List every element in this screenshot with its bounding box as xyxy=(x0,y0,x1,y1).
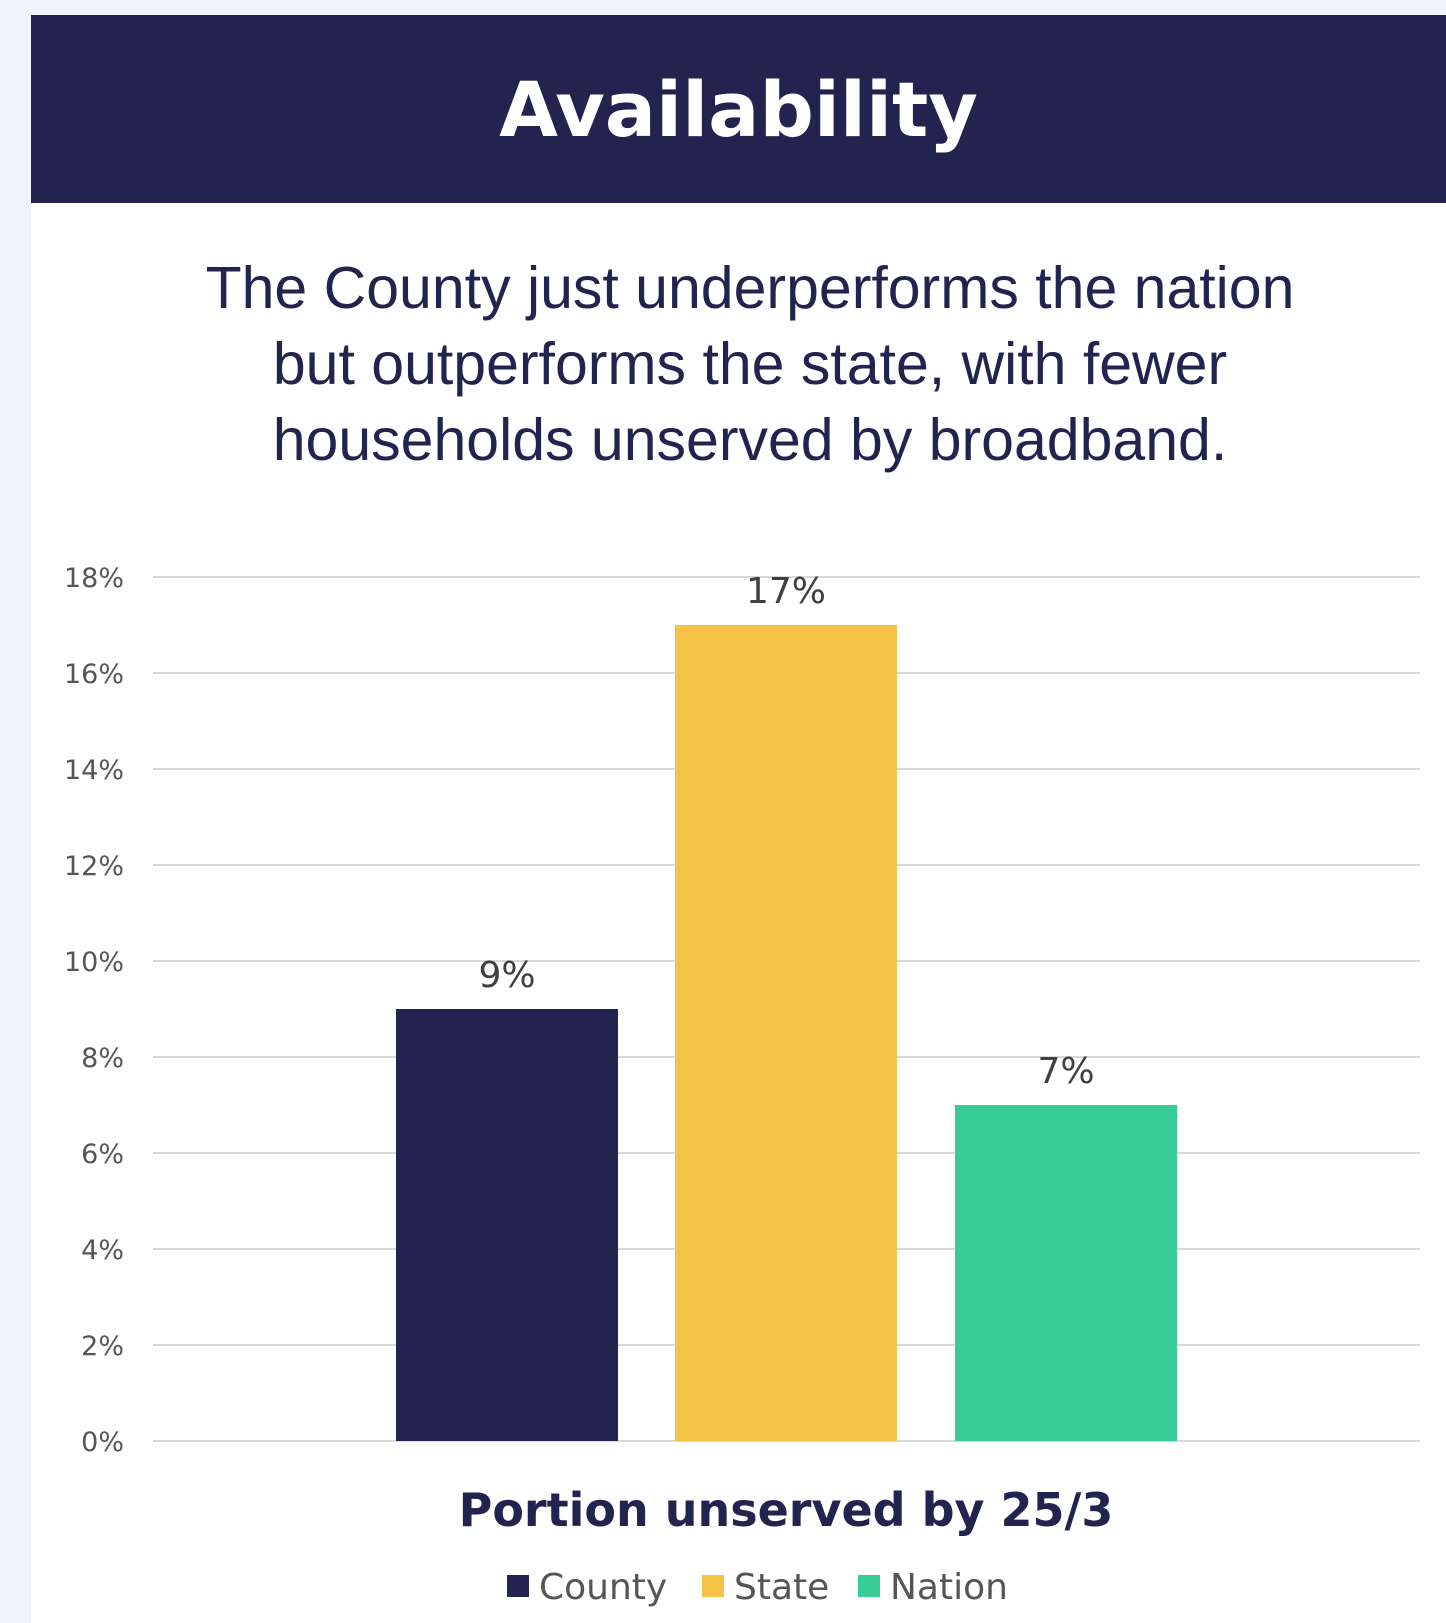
x-axis-title: Portion unserved by 25/3 xyxy=(459,1483,1114,1537)
legend-swatch-county xyxy=(507,1575,529,1597)
data-label-state: 17% xyxy=(746,571,826,612)
y-tick-label-12: 12% xyxy=(64,851,124,882)
legend-swatch-state xyxy=(702,1575,724,1597)
y-tick-label-18: 18% xyxy=(64,563,124,594)
legend-label-nation: Nation xyxy=(890,1567,1008,1608)
y-tick-label-8: 8% xyxy=(81,1043,124,1074)
y-tick-label-16: 16% xyxy=(64,659,124,690)
page-title: Availability xyxy=(499,64,978,154)
subtitle-line-1: The County just underperforms the nation xyxy=(205,255,1295,321)
subtitle-line-2: but outperforms the state, with fewer xyxy=(272,331,1228,397)
legend-swatch-nation xyxy=(858,1575,880,1597)
data-label-county: 9% xyxy=(478,955,535,996)
y-tick-label-0: 0% xyxy=(81,1427,124,1458)
legend-label-state: State xyxy=(734,1567,829,1608)
header-banner: Availability xyxy=(31,15,1446,203)
y-tick-label-4: 4% xyxy=(81,1235,124,1266)
bar-state xyxy=(675,625,897,1441)
y-tick-label-14: 14% xyxy=(64,755,124,786)
subtitle-line-3: households unserved by broadband. xyxy=(272,407,1228,473)
data-label-nation: 7% xyxy=(1037,1051,1094,1092)
y-tick-label-2: 2% xyxy=(81,1331,124,1362)
bar-nation xyxy=(955,1105,1177,1441)
y-tick-label-10: 10% xyxy=(64,947,124,978)
bar-county xyxy=(396,1009,618,1441)
legend-label-county: County xyxy=(539,1567,667,1608)
y-tick-label-6: 6% xyxy=(81,1139,124,1170)
chart-subtitle: The County just underperforms the nation… xyxy=(60,250,1440,478)
